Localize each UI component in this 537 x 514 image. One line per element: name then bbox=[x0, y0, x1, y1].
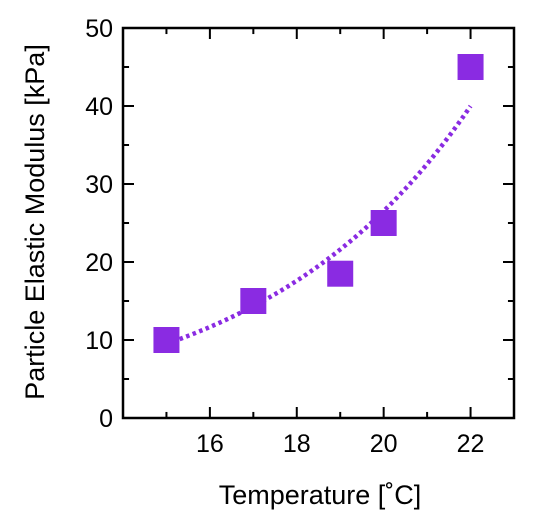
data-point bbox=[327, 260, 354, 287]
x-tick-label: 22 bbox=[457, 430, 485, 458]
y-tick-label: 10 bbox=[85, 327, 113, 355]
x-tick-label: 16 bbox=[196, 430, 224, 458]
plot-frame bbox=[121, 26, 516, 420]
y-axis-label: Particle Elastic Modulus [kPa] bbox=[20, 44, 50, 400]
data-point bbox=[370, 210, 397, 236]
y-tick-label: 40 bbox=[85, 93, 113, 121]
y-tick-label: 0 bbox=[99, 405, 113, 433]
x-tick-label: 20 bbox=[370, 430, 398, 458]
data-point bbox=[153, 327, 180, 353]
fit-curve bbox=[165, 104, 473, 346]
y-tick-label: 20 bbox=[85, 249, 113, 277]
y-tick-label: 50 bbox=[85, 15, 113, 43]
axes: 16 18 20 22 0 10 20 30 40 50 bbox=[85, 15, 516, 458]
y-tick-label: 30 bbox=[85, 171, 113, 199]
x-tick-label: 18 bbox=[283, 430, 311, 458]
x-axis-label: Temperature [˚C] bbox=[219, 480, 422, 510]
marker-layer bbox=[153, 54, 484, 353]
data-point bbox=[240, 288, 267, 314]
data-point bbox=[457, 54, 484, 80]
fit-curve-layer bbox=[165, 104, 473, 346]
